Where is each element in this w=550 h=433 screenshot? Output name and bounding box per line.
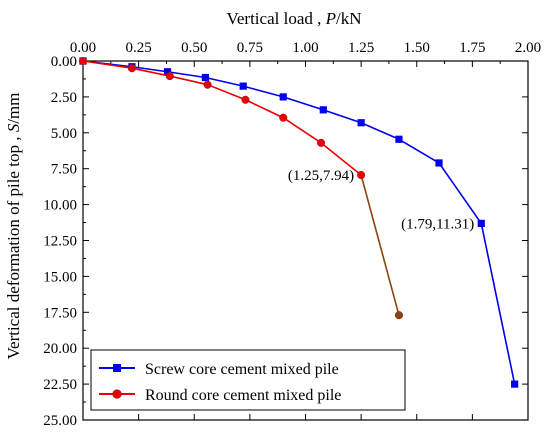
y-tick-label: 10.00 [43,198,77,214]
x-tick-label: 1.25 [348,40,374,56]
data-point-square [395,135,403,143]
legend-box [90,349,406,411]
y-tick-label: 15.00 [43,269,77,285]
data-point-circle [78,56,88,66]
legend-label-round: Round core cement mixed pile [145,387,341,404]
y-tick-label: 5.00 [51,126,77,142]
failure-segment [360,174,400,316]
data-point-square [357,119,365,127]
data-point-circle [241,95,250,104]
data-point-circle [165,72,174,81]
series-line-segment [438,162,482,224]
data-point-square [239,82,247,90]
series-line-segment [320,142,362,176]
series-line-segment [282,117,322,144]
data-point-square [201,73,209,82]
y-tick-label: 17.50 [43,305,77,321]
x-axis-title: Vertical load , P/kN [226,9,361,28]
series-line-segment [82,60,133,69]
series-line-segment [169,75,208,86]
series-line-segment [398,138,440,164]
annotation-label: (1.79,11.31) [401,216,474,232]
data-point-square [163,68,172,76]
x-tick-label: 0.25 [126,40,152,56]
data-point-circle [203,80,212,89]
data-point-square [319,106,327,114]
data-point-square [435,159,443,167]
legend-entry-round: Round core cement mixed pile [99,387,341,404]
data-point-square [279,93,287,101]
y-tick-label: 20.00 [43,341,77,357]
data-point-circle [317,138,326,147]
series-line-segment [283,96,324,111]
series-line-segment [323,109,362,124]
annotation-label: (1.25,7.94) [288,168,354,184]
x-tick-label: 1.75 [459,40,485,56]
data-point-circle [394,311,404,320]
y-tick-label: 12.50 [43,234,77,250]
data-point-circle [357,170,366,180]
x-tick-label: 2.00 [515,40,541,56]
legend-label-screw: Screw core cement mixed pile [145,361,339,378]
x-tick-label: 0.00 [70,40,96,56]
y-tick-label: 25.00 [43,413,77,429]
series-line-segment [207,83,246,101]
y-tick-label: 22.50 [43,377,77,393]
series-line-segment [205,76,244,87]
legend-marker-round [112,389,122,399]
data-point-circle [279,113,288,122]
x-tick-label: 1.00 [292,40,318,56]
data-point-circle [127,64,136,73]
series-line-segment [480,223,516,385]
legend: Screw core cement mixed pile Round core … [90,349,406,411]
series-line-segment [131,67,170,77]
data-point-square [511,380,519,388]
series-line-segment [167,70,206,79]
legend-entry-screw: Screw core cement mixed pile [99,361,339,378]
series-line-segment [360,122,400,140]
axes: 0.00 0.25 0.50 0.75 1.00 1.25 1.50 1.75 2.00 0.00… [43,40,541,429]
y-tick-label: 2.50 [51,90,77,106]
annotations: (1.25,7.94) (1.79,11.31) [288,168,474,232]
x-tick-label: 1.50 [404,40,430,56]
x-tick-label: 0.75 [237,40,263,56]
y-tick-label: 7.50 [51,162,77,178]
series-line-segment [242,85,284,98]
series-layer [78,56,519,388]
series-line-segment [245,99,284,119]
series-line-segment [131,65,168,73]
series-round [78,56,404,320]
y-axis-title: Vertical deformation of pile top , S/mm [4,93,23,360]
legend-marker-screw [113,364,121,372]
data-point-square [477,219,485,228]
x-tick-label: 0.50 [181,40,207,56]
y-tick-label: 0.00 [51,54,77,70]
